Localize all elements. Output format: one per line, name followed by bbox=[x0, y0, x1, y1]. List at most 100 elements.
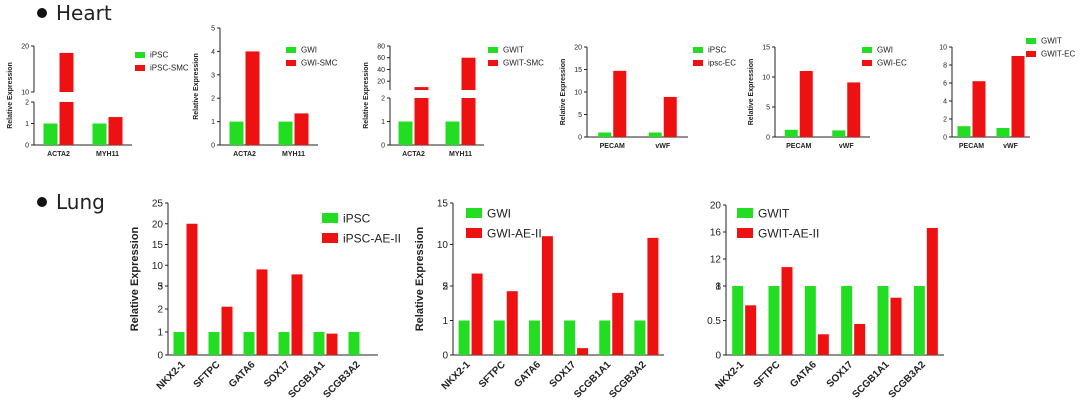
x-category-label: PECAM bbox=[959, 143, 984, 150]
y-tick-label: 0 bbox=[766, 135, 770, 142]
legend-swatch bbox=[862, 47, 872, 53]
legend-label: GWI bbox=[877, 46, 893, 55]
bar-iPSC-ACTA2 bbox=[43, 123, 58, 145]
bar-GWI-SMC-ACTA2 bbox=[245, 51, 260, 145]
bar-GWI-GATA6 bbox=[528, 320, 540, 355]
bar-GWI-AE-II-SCGB3A2-lower bbox=[647, 286, 659, 355]
legend-label: GWI-AE-II bbox=[487, 227, 542, 241]
lung-bullet-icon bbox=[37, 197, 47, 207]
bar-GWI-SCGB1A1 bbox=[599, 320, 611, 355]
x-category-label: SOX17 bbox=[825, 359, 856, 390]
bar-GWI-AE-II-SFTPC bbox=[506, 291, 518, 355]
bar-GWIT-MYH11 bbox=[445, 121, 460, 145]
y-tick-label: 0 bbox=[157, 351, 163, 362]
x-category-label: GATA6 bbox=[788, 359, 819, 390]
legend-swatch bbox=[737, 208, 753, 218]
bar-GWI-AE-II-NKX2-1-upper bbox=[471, 273, 483, 286]
x-category-label: PECAM bbox=[786, 143, 811, 150]
y-tick-label: 12 bbox=[710, 255, 722, 266]
y-tick-label: 0 bbox=[442, 351, 448, 362]
bar-GWIT-AE-II-SCGB1A1 bbox=[890, 297, 902, 355]
y-tick-label: 2 bbox=[381, 96, 385, 103]
y-axis-label: Relative Expression bbox=[7, 62, 14, 129]
y-tick-label: 10 bbox=[437, 240, 449, 251]
bar-GWIT-NKX2-1 bbox=[732, 286, 744, 355]
bar-GWIT-EC-PECAM bbox=[972, 81, 986, 137]
bar-GWIT-SMC-MYH11-lower bbox=[461, 98, 476, 145]
legend-label: GWIT bbox=[503, 46, 524, 55]
legend-swatch bbox=[693, 47, 703, 53]
y-tick-label: 16 bbox=[710, 228, 722, 239]
y-tick-label: 15 bbox=[152, 240, 164, 251]
y-tick-label: 20 bbox=[574, 45, 582, 52]
x-category-label: MYH11 bbox=[282, 151, 305, 158]
y-tick-label: 1 bbox=[442, 316, 448, 327]
bar-GWI-ACTA2 bbox=[229, 121, 244, 145]
x-category-label: NKX2-1 bbox=[440, 359, 473, 392]
x-category-label: MYH11 bbox=[449, 151, 472, 158]
y-axis-label: Relative Expression bbox=[560, 59, 567, 126]
legend-label: GWI bbox=[301, 46, 317, 55]
y-tick-label: 40 bbox=[377, 67, 385, 74]
bar-iPSC-AE-II-GATA6-lower bbox=[256, 286, 268, 355]
y-tick-label: 2 bbox=[442, 282, 448, 293]
bar-GWIT-SFTPC bbox=[768, 286, 780, 355]
legend-swatch bbox=[466, 228, 482, 238]
bar-iPSC-AE-II-SCGB1A1 bbox=[326, 333, 338, 355]
bar-GWI-EC-vWF bbox=[847, 82, 861, 137]
legend-label: GWI bbox=[487, 207, 511, 221]
legend-label: GWIT-AE-II bbox=[758, 227, 819, 241]
bar-GWIT-SMC-MYH11-upper bbox=[461, 57, 476, 90]
bar-GWIT-SMC-ACTA2-lower bbox=[414, 98, 429, 145]
x-category-label: vWF bbox=[1003, 143, 1019, 150]
x-category-label: GATA6 bbox=[227, 359, 258, 390]
bar-iPSC-PECAM bbox=[598, 132, 612, 137]
y-tick-label: 3 bbox=[211, 72, 215, 79]
lung-section-title: Lung bbox=[56, 190, 105, 214]
x-category-label: vWF bbox=[839, 143, 855, 150]
heart-bullet-icon bbox=[37, 8, 47, 18]
y-tick-label: 10 bbox=[939, 45, 947, 52]
legend-swatch bbox=[135, 52, 145, 58]
y-tick-label: 8 bbox=[943, 63, 947, 70]
bar-iPSC-AE-II-NKX2-1-upper bbox=[186, 223, 198, 286]
legend-swatch bbox=[1026, 51, 1036, 57]
legend-label: iPSC-AE-II bbox=[343, 232, 401, 246]
bar-iPSC-GATA6 bbox=[243, 332, 255, 355]
legend-swatch bbox=[488, 60, 498, 66]
bar-GWIT-AE-II-NKX2-1 bbox=[745, 305, 757, 355]
x-category-label: ACTA2 bbox=[47, 151, 70, 158]
y-tick-label: 15 bbox=[762, 45, 770, 52]
bar-iPSC-SMC-ACTA2-upper bbox=[59, 52, 74, 92]
bar-GWI-AE-II-SCGB3A2-upper bbox=[647, 237, 659, 286]
x-category-label: SCGB3A2 bbox=[887, 359, 928, 400]
bar-GWIT-AE-II-SCGB3A2-upper bbox=[926, 227, 938, 286]
legend-label: ipsc-EC bbox=[708, 59, 736, 68]
y-tick-label: 80 bbox=[377, 44, 385, 51]
y-tick-label: 2 bbox=[157, 305, 163, 316]
bar-GWI-SFTPC bbox=[493, 320, 505, 355]
chart-4: 0 5 10 15 Relative Expression PECAM vWF GWI GWI-… bbox=[748, 45, 907, 151]
y-tick-label: 60 bbox=[377, 55, 385, 62]
x-category-label: ACTA2 bbox=[233, 151, 256, 158]
bar-GWIT-AE-II-SCGB3A2-lower bbox=[926, 286, 938, 355]
bar-GWI-AE-II-SOX17 bbox=[577, 348, 589, 355]
bar-iPSC-SFTPC bbox=[208, 332, 220, 355]
legend-label: iPSC bbox=[150, 51, 168, 60]
heart-section-title: Heart bbox=[56, 1, 112, 25]
bar-GWIT-SMC-ACTA2-upper bbox=[414, 87, 429, 90]
legend-swatch bbox=[286, 47, 296, 53]
x-category-label: SCGB1A1 bbox=[850, 359, 891, 400]
bar-iPSC-SMC-ACTA2-lower bbox=[59, 102, 74, 145]
y-tick-label: 3 bbox=[157, 282, 163, 293]
legend-label: GWIT bbox=[1041, 37, 1062, 46]
y-tick-label: 5 bbox=[766, 105, 770, 112]
y-tick-label: 0 bbox=[943, 135, 947, 142]
legend-label: iPSC bbox=[343, 212, 371, 226]
y-tick-label: 25 bbox=[152, 199, 164, 210]
x-category-label: SFTPC bbox=[192, 359, 223, 390]
y-tick-label: 1 bbox=[25, 121, 29, 128]
bar-GWI-SMC-MYH11 bbox=[294, 113, 309, 145]
y-tick-label: 2 bbox=[943, 117, 947, 124]
x-category-label: vWF bbox=[655, 143, 671, 150]
